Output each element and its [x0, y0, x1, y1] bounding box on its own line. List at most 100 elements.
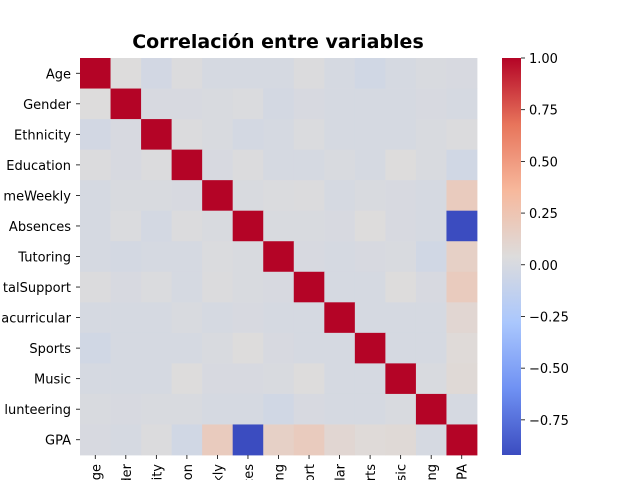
heatmap-cell-0-3 [171, 58, 203, 89]
heatmap-cell-0-7 [293, 58, 325, 89]
heatmap-cell-6-9 [354, 241, 386, 273]
heatmap-cell-5-2 [141, 210, 173, 242]
heatmap-cell-12-12 [446, 424, 478, 456]
heatmap-cell-2-5 [232, 119, 264, 151]
heatmap-cell-10-10 [385, 363, 417, 395]
heatmap-cell-6-4 [202, 241, 234, 273]
heatmap-cell-11-12 [446, 393, 478, 425]
y-tick-label: Age [46, 67, 71, 82]
heatmap-cell-7-9 [354, 271, 386, 303]
x-tick-label: Sports [364, 464, 379, 480]
heatmap-cell-9-0 [80, 332, 111, 364]
heatmap-cell-0-0 [80, 58, 111, 89]
heatmap-cell-11-11 [415, 393, 447, 425]
heatmap-cell-7-4 [202, 271, 234, 303]
heatmap-cell-12-11 [415, 424, 447, 456]
y-tick-label: Tutoring [17, 251, 71, 266]
heatmap-cell-11-4 [202, 393, 234, 425]
heatmap-cell-4-0 [80, 180, 111, 212]
heatmap-cell-5-10 [385, 210, 417, 242]
colorbar-tick-label: 1.00 [529, 52, 558, 67]
heatmap-cell-9-8 [324, 332, 356, 364]
heatmap-cell-10-5 [232, 363, 264, 395]
heatmap-cell-3-3 [171, 149, 203, 181]
heatmap-cell-0-11 [415, 58, 447, 89]
heatmap-cell-8-4 [202, 302, 234, 334]
heatmap-cell-8-10 [385, 302, 417, 334]
heatmap-cell-0-8 [324, 58, 356, 89]
heatmap-cell-6-1 [110, 241, 142, 273]
heatmap-cell-10-1 [110, 363, 142, 395]
heatmap-cell-6-0 [80, 241, 111, 273]
heatmap-cell-11-7 [293, 393, 325, 425]
heatmap-cell-2-4 [202, 119, 234, 151]
heatmap-cell-12-1 [110, 424, 142, 456]
heatmap-cell-5-7 [293, 210, 325, 242]
colorbar-tick-label: −0.50 [529, 362, 569, 377]
heatmap-cell-6-7 [293, 241, 325, 273]
heatmap-cell-4-2 [141, 180, 173, 212]
heatmap-cell-9-5 [232, 332, 264, 364]
heatmap-cell-7-0 [80, 271, 111, 303]
heatmap-cell-3-9 [354, 149, 386, 181]
heatmap-cell-7-10 [385, 271, 417, 303]
heatmap-cell-0-1 [110, 58, 142, 89]
heatmap-cell-11-6 [263, 393, 295, 425]
heatmap-cell-5-1 [110, 210, 142, 242]
heatmap-cell-8-7 [293, 302, 325, 334]
heatmap-cell-1-4 [202, 88, 234, 120]
y-tick-label: GPA [45, 434, 71, 449]
heatmap-cell-7-7 [293, 271, 325, 303]
x-tick-label: Weekly [211, 464, 226, 480]
heatmap-cell-1-12 [446, 88, 478, 120]
heatmap-cell-5-4 [202, 210, 234, 242]
heatmap-cell-8-3 [171, 302, 203, 334]
x-tick-label: toring [273, 464, 288, 480]
heatmap-cell-3-4 [202, 149, 234, 181]
heatmap-cell-2-10 [385, 119, 417, 151]
colorbar: 1.00 0.75 0.50 0.25 0.00 −0.25 −0.50 −0.75 [502, 52, 569, 455]
heatmap-cell-0-6 [263, 58, 295, 89]
y-tick-label: Absences [9, 220, 71, 235]
heatmap-cell-9-2 [141, 332, 173, 364]
x-tick-labels: Age ender nicity cation Weekly ences toring upp… [89, 455, 471, 480]
heatmap-cell-7-11 [415, 271, 447, 303]
heatmap-cell-8-8 [324, 302, 356, 334]
heatmap-cell-6-10 [385, 241, 417, 273]
heatmap-cell-1-5 [232, 88, 264, 120]
heatmap-cell-8-12 [446, 302, 478, 334]
heatmap-cell-0-12 [446, 58, 478, 89]
heatmap-cell-9-7 [293, 332, 325, 364]
heatmap-cell-10-7 [293, 363, 325, 395]
heatmap-cell-7-1 [110, 271, 142, 303]
heatmap-cell-11-8 [324, 393, 356, 425]
y-tick-label: talSupport [3, 281, 71, 296]
x-tick-label: cation [181, 464, 196, 480]
x-tick-label: ences [242, 464, 257, 480]
heatmap-cell-6-8 [324, 241, 356, 273]
heatmap-cell-12-9 [354, 424, 386, 456]
heatmap-cell-7-8 [324, 271, 356, 303]
colorbar-tick-label: 0.50 [529, 155, 558, 170]
heatmap-cell-8-0 [80, 302, 111, 334]
x-tick-label: upport [303, 464, 318, 480]
heatmap-cell-12-4 [202, 424, 234, 456]
heatmap-cell-4-11 [415, 180, 447, 212]
heatmap-cell-1-10 [385, 88, 417, 120]
heatmap-cell-3-11 [415, 149, 447, 181]
x-tick-label: Music [395, 464, 410, 480]
y-tick-label: Music [34, 373, 71, 388]
heatmap-cell-5-3 [171, 210, 203, 242]
heatmap-cell-10-8 [324, 363, 356, 395]
heatmap-cell-2-8 [324, 119, 356, 151]
heatmap-cells [80, 58, 478, 456]
x-tick-label: icular [334, 463, 349, 480]
heatmap-cell-11-9 [354, 393, 386, 425]
heatmap-cell-8-9 [354, 302, 386, 334]
chart-title: Correlación entre variables [132, 31, 424, 53]
colorbar-tick-label: −0.25 [529, 310, 569, 325]
heatmap-cell-3-1 [110, 149, 142, 181]
colorbar-gradient [502, 58, 521, 455]
heatmap-cell-9-1 [110, 332, 142, 364]
